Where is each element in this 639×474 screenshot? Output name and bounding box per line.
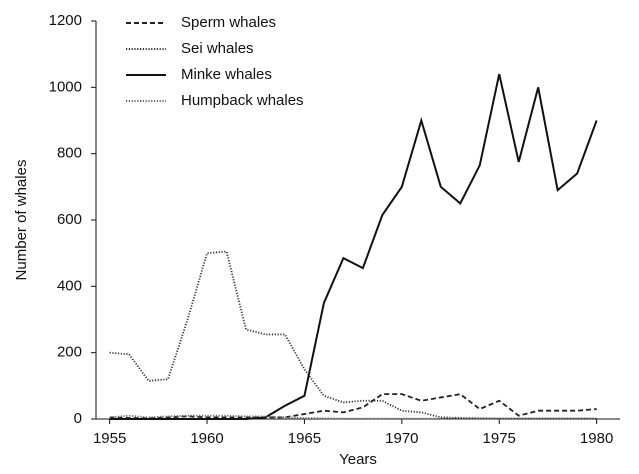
legend-label: Minke whales bbox=[181, 66, 272, 83]
series-line bbox=[109, 393, 597, 420]
series-line bbox=[109, 250, 597, 420]
y-tick-label: 0 bbox=[74, 410, 82, 427]
y-axis-label: Number of whales bbox=[13, 160, 30, 281]
series-line bbox=[109, 414, 597, 420]
x-tick-label: 1965 bbox=[288, 430, 321, 447]
legend-label: Sei whales bbox=[181, 40, 254, 57]
x-tick-label: 1980 bbox=[580, 430, 613, 447]
x-tick-label: 1975 bbox=[483, 430, 516, 447]
x-tick-label: 1960 bbox=[190, 430, 223, 447]
legend-label: Humpback whales bbox=[181, 92, 304, 109]
series-line bbox=[109, 73, 598, 420]
y-tick-label: 800 bbox=[57, 145, 82, 162]
y-tick-label: 1000 bbox=[49, 78, 82, 95]
x-tick-label: 1970 bbox=[385, 430, 418, 447]
legend-label: Sperm whales bbox=[181, 14, 276, 31]
y-tick-label: 400 bbox=[57, 277, 82, 294]
y-tick-label: 1200 bbox=[49, 12, 82, 29]
x-tick-label: 1955 bbox=[93, 430, 126, 447]
y-tick-label: 600 bbox=[57, 211, 82, 228]
x-axis-label: Years bbox=[339, 451, 377, 468]
y-tick-label: 200 bbox=[57, 344, 82, 361]
